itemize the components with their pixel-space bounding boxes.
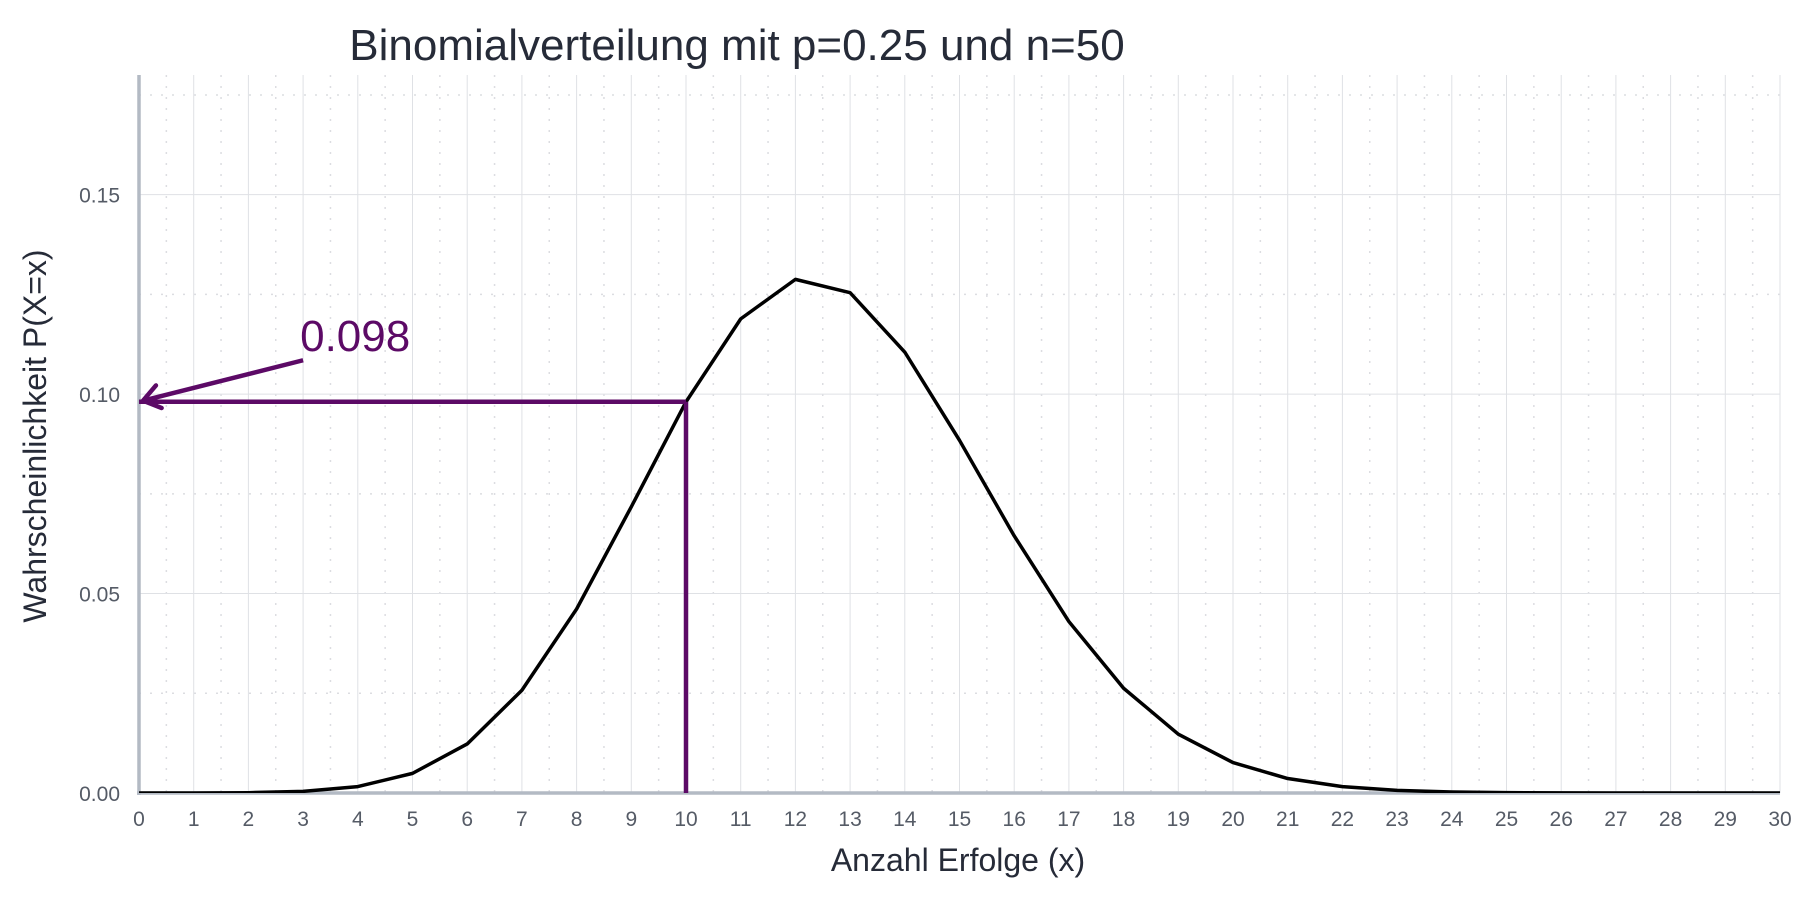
y-tick-label: 0.00 (79, 783, 120, 806)
axes (137, 75, 1780, 795)
x-tick-label: 27 (1604, 808, 1627, 831)
y-axis-label: Wahrscheinlichkeit P(X=x) (17, 249, 53, 622)
x-tick-label: 3 (297, 808, 309, 831)
x-tick-label: 16 (1003, 808, 1026, 831)
x-tick-label: 12 (784, 808, 807, 831)
x-tick-label: 11 (730, 808, 752, 831)
x-tick-label: 21 (1276, 808, 1299, 831)
x-tick-label: 5 (407, 808, 419, 831)
x-tick-label: 18 (1112, 808, 1135, 831)
grid (139, 75, 1781, 793)
x-tick-label: 4 (352, 808, 364, 831)
series-line (139, 277, 1780, 793)
x-tick-label: 14 (893, 808, 917, 831)
y-tick-label: 0.05 (79, 584, 120, 607)
x-tick-label: 8 (571, 808, 583, 831)
x-tick-label: 0 (133, 808, 145, 831)
tick-labels: 0 1 2 3 4 5 6 7 8 9 10 11 12 13 14 15 16 17 18 19 20 21 22 23 24… (79, 185, 1792, 831)
x-tick-label: 26 (1550, 808, 1573, 831)
chart-title: Binomialverteilung mit p=0.25 und n=50 (349, 21, 1124, 70)
x-tick-label: 15 (948, 808, 971, 831)
x-tick-label: 30 (1768, 808, 1791, 831)
annotation-label: 0.098 (300, 312, 410, 361)
x-tick-label: 28 (1659, 808, 1682, 831)
x-tick-label: 22 (1331, 808, 1354, 831)
x-tick-label: 29 (1714, 808, 1737, 831)
annotation: 0.098 (139, 312, 689, 793)
annotation-arrow-shaft (142, 358, 304, 403)
x-tick-label: 1 (188, 808, 200, 831)
y-tick-label: 0.15 (79, 185, 120, 208)
annotation-arrow-head (140, 383, 164, 411)
x-tick-label: 20 (1221, 808, 1244, 831)
x-tick-label: 24 (1440, 808, 1464, 831)
y-tick-label: 0.10 (79, 384, 120, 407)
x-tick-label: 13 (838, 808, 861, 831)
x-tick-label: 10 (674, 808, 697, 831)
x-tick-label: 23 (1385, 808, 1408, 831)
x-tick-label: 19 (1167, 808, 1190, 831)
x-tick-label: 6 (461, 808, 473, 831)
x-tick-label: 7 (516, 808, 528, 831)
x-tick-label: 9 (625, 808, 637, 831)
x-tick-label: 25 (1495, 808, 1518, 831)
x-tick-label: 17 (1057, 808, 1080, 831)
x-tick-label: 2 (243, 808, 255, 831)
x-axis-label: Anzahl Erfolge (x) (831, 842, 1085, 878)
